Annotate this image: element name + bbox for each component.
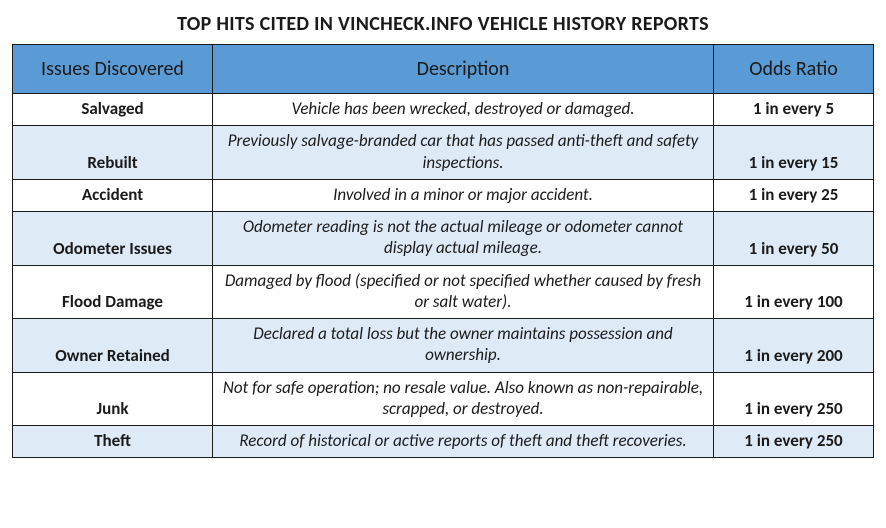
page-title: TOP HITS CITED IN VINCHECK.INFO VEHICLE … xyxy=(12,12,874,36)
issue-cell: Rebuilt xyxy=(13,126,213,180)
table-row: Flood DamageDamaged by flood (specified … xyxy=(13,265,874,319)
odds-cell: 1 in every 250 xyxy=(714,372,874,426)
table-row: JunkNot for safe operation; no resale va… xyxy=(13,372,874,426)
table-header-row: Issues Discovered Description Odds Ratio xyxy=(13,45,874,94)
description-cell: Involved in a minor or major accident. xyxy=(213,179,714,211)
description-cell: Record of historical or active reports o… xyxy=(213,426,714,458)
description-cell: Declared a total loss but the owner main… xyxy=(213,319,714,373)
description-cell: Vehicle has been wrecked, destroyed or d… xyxy=(213,94,714,126)
header-description: Description xyxy=(213,45,714,94)
odds-cell: 1 in every 5 xyxy=(714,94,874,126)
issue-cell: Salvaged xyxy=(13,94,213,126)
issue-cell: Accident xyxy=(13,179,213,211)
table-row: Odometer IssuesOdometer reading is not t… xyxy=(13,212,874,266)
report-table: Issues Discovered Description Odds Ratio… xyxy=(12,44,874,458)
description-cell: Not for safe operation; no resale value.… xyxy=(213,372,714,426)
description-cell: Damaged by flood (specified or not speci… xyxy=(213,265,714,319)
odds-cell: 1 in every 15 xyxy=(714,126,874,180)
table-row: SalvagedVehicle has been wrecked, destro… xyxy=(13,94,874,126)
odds-cell: 1 in every 200 xyxy=(714,319,874,373)
table-row: Owner RetainedDeclared a total loss but … xyxy=(13,319,874,373)
issue-cell: Flood Damage xyxy=(13,265,213,319)
table-row: AccidentInvolved in a minor or major acc… xyxy=(13,179,874,211)
issue-cell: Junk xyxy=(13,372,213,426)
issue-cell: Theft xyxy=(13,426,213,458)
header-issues: Issues Discovered xyxy=(13,45,213,94)
odds-cell: 1 in every 50 xyxy=(714,212,874,266)
description-cell: Odometer reading is not the actual milea… xyxy=(213,212,714,266)
description-cell: Previously salvage-branded car that has … xyxy=(213,126,714,180)
table-row: TheftRecord of historical or active repo… xyxy=(13,426,874,458)
header-odds: Odds Ratio xyxy=(714,45,874,94)
table-body: SalvagedVehicle has been wrecked, destro… xyxy=(13,94,874,458)
odds-cell: 1 in every 25 xyxy=(714,179,874,211)
odds-cell: 1 in every 250 xyxy=(714,426,874,458)
issue-cell: Odometer Issues xyxy=(13,212,213,266)
table-row: RebuiltPreviously salvage-branded car th… xyxy=(13,126,874,180)
issue-cell: Owner Retained xyxy=(13,319,213,373)
odds-cell: 1 in every 100 xyxy=(714,265,874,319)
